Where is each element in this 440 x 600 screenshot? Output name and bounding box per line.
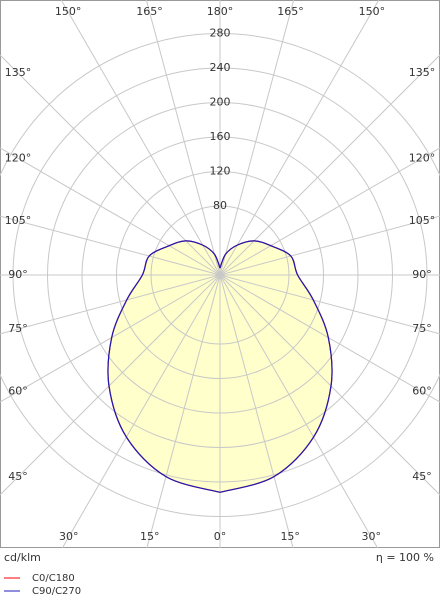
angle-label: 165° — [277, 5, 304, 18]
angle-label: 120° — [409, 151, 436, 164]
spoke — [0, 274, 221, 335]
efficiency-label: η = 100 % — [376, 551, 434, 564]
legend-label: C0/C180 — [32, 573, 75, 584]
angle-label: 135° — [409, 66, 436, 79]
spoke — [219, 274, 440, 496]
spoke — [146, 274, 221, 549]
angle-label: 120° — [5, 151, 32, 164]
angle-label: 15° — [140, 530, 160, 543]
grid-circle — [81, 136, 359, 414]
spoke — [145, 0, 221, 276]
spoke — [219, 0, 295, 276]
spoke — [219, 54, 440, 276]
curves — [107, 240, 333, 493]
legend-label: C90/C270 — [32, 586, 81, 597]
grid-circle — [12, 67, 428, 483]
angle-label: 180° — [207, 5, 234, 18]
angle-label: 45° — [412, 470, 432, 483]
spoke — [219, 274, 440, 403]
r-tick-label: 240 — [210, 61, 231, 74]
angle-label: 45° — [8, 470, 28, 483]
spoke — [0, 274, 221, 403]
r-tick-label: 120 — [210, 165, 231, 178]
angle-label: 30° — [59, 530, 79, 543]
angle-label: 15° — [280, 530, 300, 543]
angle-label: 75° — [8, 322, 28, 335]
intensity-curve — [219, 240, 333, 493]
spoke — [219, 274, 294, 549]
angle-label: 60° — [8, 385, 28, 398]
spoke — [0, 274, 221, 496]
angle-label: 105° — [409, 214, 436, 227]
intensity-curve — [107, 240, 221, 493]
grid-circle — [0, 33, 440, 517]
spoke — [219, 274, 440, 335]
grid-circle — [116, 171, 324, 379]
spoke — [0, 54, 221, 276]
spoke — [219, 0, 380, 276]
angle-label: 165° — [136, 5, 163, 18]
angle-label: 105° — [5, 214, 32, 227]
angle-label: 90° — [412, 268, 432, 281]
r-tick-label: 280 — [210, 27, 231, 40]
angle-label: 150° — [359, 5, 386, 18]
grid — [0, 0, 440, 549]
unit-label: cd/klm — [4, 551, 41, 564]
spoke — [61, 274, 221, 549]
r-tick-label: 160 — [210, 130, 231, 143]
spoke — [219, 147, 440, 276]
spoke — [60, 0, 221, 276]
legend: C0/C180 C90/C270 — [4, 573, 81, 597]
angle-label: 135° — [5, 66, 32, 79]
angle-label: 60° — [412, 385, 432, 398]
angle-label: 0° — [214, 530, 227, 543]
labels: 80 120 160 200 240 280 0° 15° 15° 30° 30° 45° 45° 60°… — [5, 5, 436, 543]
angle-label: 30° — [362, 530, 382, 543]
spoke — [0, 147, 221, 276]
r-tick-label: 200 — [210, 96, 231, 109]
spoke — [0, 215, 221, 276]
grid-circle — [47, 102, 393, 448]
angle-label: 75° — [412, 322, 432, 335]
spoke — [219, 215, 440, 276]
angle-label: 90° — [8, 268, 28, 281]
spoke — [219, 274, 379, 549]
r-tick-label: 80 — [213, 199, 227, 212]
grid-circle — [150, 205, 290, 345]
angle-label: 150° — [55, 5, 82, 18]
